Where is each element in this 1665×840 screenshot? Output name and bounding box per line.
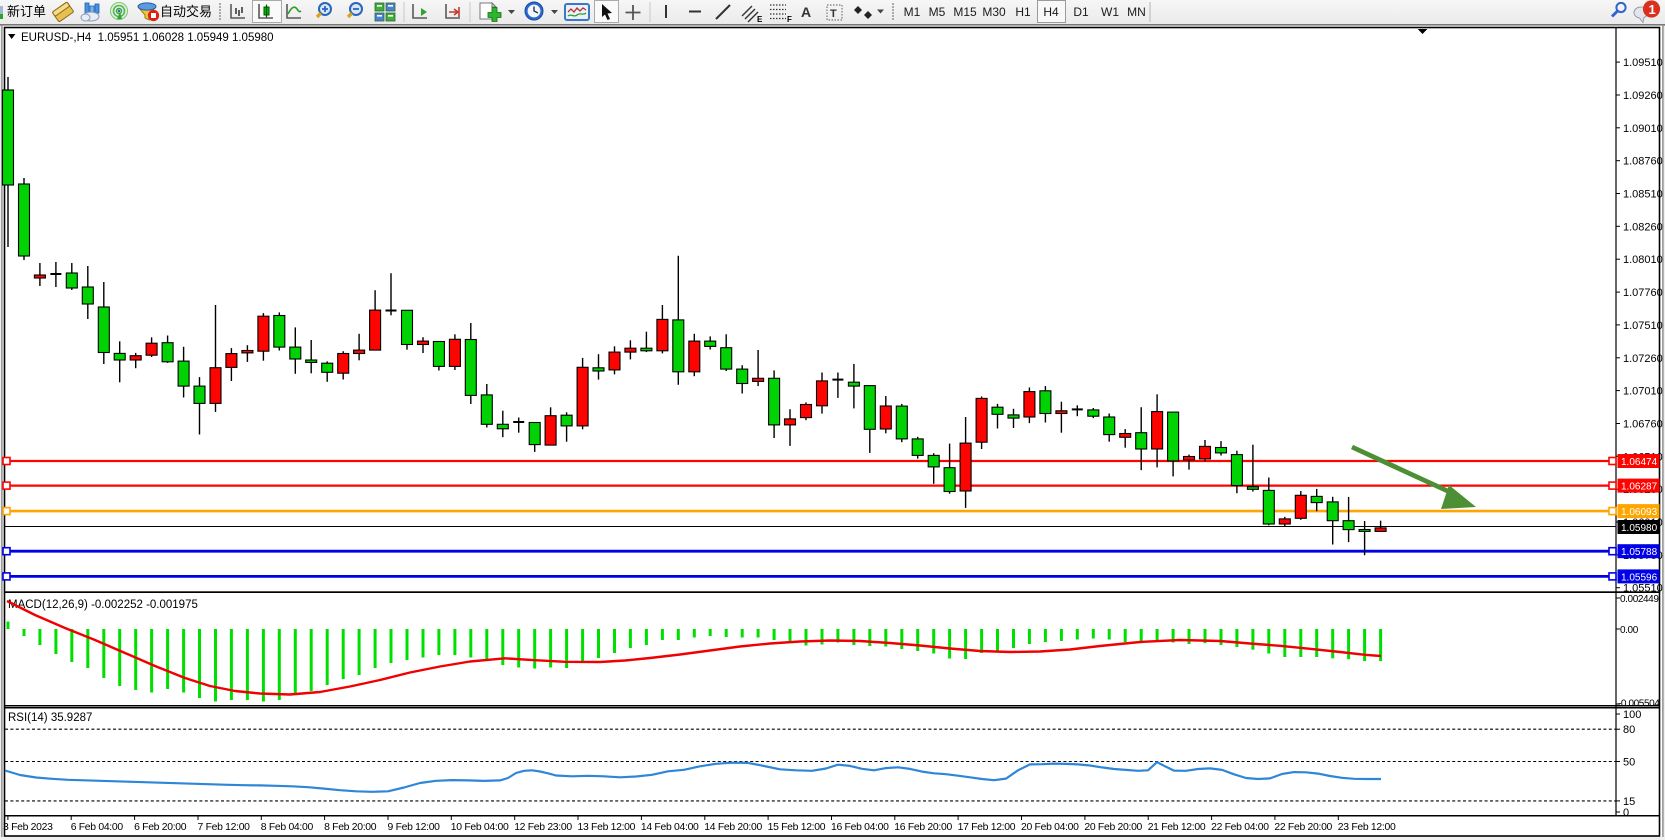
svg-text:17 Feb 12:00: 17 Feb 12:00 <box>958 822 1016 833</box>
svg-text:14 Feb 04:00: 14 Feb 04:00 <box>641 822 699 833</box>
svg-text:1.09260: 1.09260 <box>1623 90 1663 102</box>
svg-text:M1: M1 <box>904 5 921 19</box>
svg-text:1.05788: 1.05788 <box>1621 547 1658 558</box>
svg-text:MN: MN <box>1127 5 1146 19</box>
svg-text:M30: M30 <box>982 5 1006 19</box>
svg-text:F: F <box>787 15 792 24</box>
svg-text:8 Feb 20:00: 8 Feb 20:00 <box>324 822 377 833</box>
svg-text:80: 80 <box>1623 724 1635 736</box>
svg-text:A: A <box>801 4 811 20</box>
svg-text:1.07510: 1.07510 <box>1623 320 1663 332</box>
svg-text:-0.005504: -0.005504 <box>1618 699 1660 710</box>
svg-text:M15: M15 <box>953 5 977 19</box>
svg-text:1.07260: 1.07260 <box>1623 353 1663 365</box>
svg-text:1.06474: 1.06474 <box>1621 457 1658 468</box>
svg-text:1.05980: 1.05980 <box>1621 523 1658 534</box>
svg-text:12 Feb 23:00: 12 Feb 23:00 <box>514 822 572 833</box>
svg-text:1.08760: 1.08760 <box>1623 156 1663 168</box>
svg-text:6 Feb 20:00: 6 Feb 20:00 <box>134 822 187 833</box>
svg-text:1.08510: 1.08510 <box>1623 189 1663 201</box>
svg-text:23 Feb 12:00: 23 Feb 12:00 <box>1338 822 1396 833</box>
svg-text:0: 0 <box>1623 807 1629 819</box>
svg-text:20 Feb 04:00: 20 Feb 04:00 <box>1021 822 1079 833</box>
svg-text:1.05596: 1.05596 <box>1621 572 1658 583</box>
svg-text:8 Feb 04:00: 8 Feb 04:00 <box>261 822 314 833</box>
svg-text:1.07010: 1.07010 <box>1623 386 1663 398</box>
svg-text:1.09010: 1.09010 <box>1623 123 1663 135</box>
svg-text:1.08010: 1.08010 <box>1623 254 1663 266</box>
svg-text:15 Feb 12:00: 15 Feb 12:00 <box>768 822 826 833</box>
svg-text:14 Feb 20:00: 14 Feb 20:00 <box>704 822 762 833</box>
svg-text:7 Feb 12:00: 7 Feb 12:00 <box>198 822 251 833</box>
svg-text:新订单: 新订单 <box>7 4 46 19</box>
svg-text:22 Feb 04:00: 22 Feb 04:00 <box>1211 822 1269 833</box>
svg-text:1.06093: 1.06093 <box>1621 507 1658 518</box>
svg-text:1.05510: 1.05510 <box>1623 583 1663 595</box>
svg-text:16 Feb 04:00: 16 Feb 04:00 <box>831 822 889 833</box>
svg-text:1.06287: 1.06287 <box>1621 482 1658 493</box>
svg-text:W1: W1 <box>1101 5 1119 19</box>
svg-text:MACD(12,26,9) -0.002252 -0.001: MACD(12,26,9) -0.002252 -0.001975 <box>8 599 198 611</box>
svg-text:D1: D1 <box>1073 5 1089 19</box>
svg-text:E: E <box>757 15 763 24</box>
svg-text:13 Feb 12:00: 13 Feb 12:00 <box>578 822 636 833</box>
svg-text:6 Feb 04:00: 6 Feb 04:00 <box>71 822 124 833</box>
svg-text:22 Feb 20:00: 22 Feb 20:00 <box>1274 822 1332 833</box>
svg-text:1: 1 <box>1649 2 1656 17</box>
svg-text:100: 100 <box>1623 709 1641 721</box>
svg-text:1.09510: 1.09510 <box>1623 57 1663 69</box>
svg-text:16 Feb 20:00: 16 Feb 20:00 <box>894 822 952 833</box>
svg-text:H4: H4 <box>1043 5 1059 19</box>
svg-text:9 Feb 12:00: 9 Feb 12:00 <box>388 822 441 833</box>
svg-text:M5: M5 <box>929 5 946 19</box>
svg-text:15: 15 <box>1623 796 1635 808</box>
svg-text:0.002449: 0.002449 <box>1620 594 1659 605</box>
svg-text:1.06760: 1.06760 <box>1623 419 1663 431</box>
svg-text:H1: H1 <box>1015 5 1031 19</box>
svg-text:21 Feb 12:00: 21 Feb 12:00 <box>1148 822 1206 833</box>
svg-text:10 Feb 04:00: 10 Feb 04:00 <box>451 822 509 833</box>
svg-text:RSI(14) 35.9287: RSI(14) 35.9287 <box>8 712 92 724</box>
svg-text:1.07760: 1.07760 <box>1623 287 1663 299</box>
svg-text:20 Feb 20:00: 20 Feb 20:00 <box>1084 822 1142 833</box>
svg-text:0.00: 0.00 <box>1620 625 1639 636</box>
svg-text:1.08260: 1.08260 <box>1623 221 1663 233</box>
svg-text:T: T <box>830 8 837 20</box>
svg-text:50: 50 <box>1623 757 1635 769</box>
svg-text:3 Feb 2023: 3 Feb 2023 <box>3 822 53 833</box>
svg-text:自动交易: 自动交易 <box>160 4 212 19</box>
svg-text:EURUSD-,H4 1.05951 1.06028 1.: EURUSD-,H4 1.05951 1.06028 1.05949 1.059… <box>21 32 274 44</box>
